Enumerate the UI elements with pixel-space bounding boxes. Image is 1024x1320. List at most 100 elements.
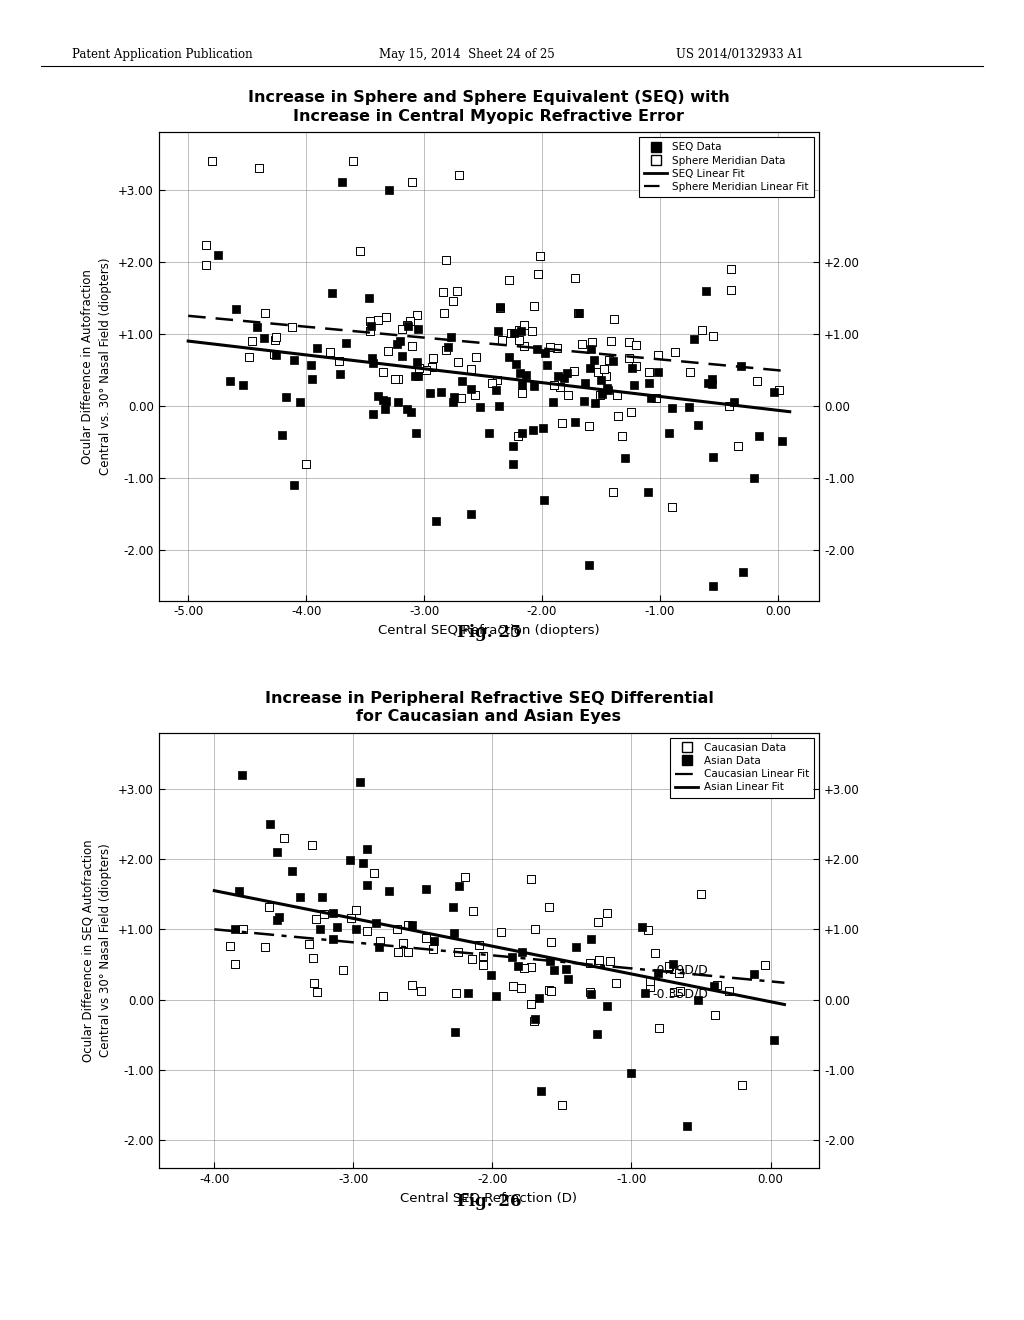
Point	[589, 1023, 605, 1044]
Point	[261, 896, 278, 917]
Point	[623, 401, 639, 422]
Point	[474, 954, 490, 975]
Point	[492, 297, 508, 318]
Point	[366, 862, 382, 883]
Point	[721, 981, 737, 1002]
Point	[591, 949, 607, 970]
Point	[537, 343, 553, 364]
Point	[590, 912, 606, 933]
Point	[198, 235, 214, 256]
Point	[546, 960, 562, 981]
Point	[566, 360, 583, 381]
Point	[624, 1063, 640, 1084]
Point	[554, 413, 570, 434]
Point	[587, 393, 603, 414]
Point	[578, 372, 594, 393]
Point	[494, 330, 510, 351]
Point	[637, 982, 653, 1003]
Point	[390, 368, 407, 389]
Point	[378, 391, 394, 412]
Point	[508, 352, 524, 374]
Point	[504, 946, 520, 968]
Point	[532, 246, 549, 267]
Point	[426, 931, 442, 952]
Point	[378, 306, 394, 327]
Point	[513, 978, 529, 999]
Point	[511, 330, 527, 351]
Point	[510, 956, 526, 977]
Point	[566, 268, 583, 289]
Point	[402, 401, 419, 422]
Point	[530, 987, 547, 1008]
Point	[326, 928, 342, 949]
Point	[723, 259, 739, 280]
Point	[526, 375, 543, 396]
Point	[443, 326, 460, 347]
Point	[335, 960, 351, 981]
Point	[567, 412, 584, 433]
Point	[394, 933, 411, 954]
Point	[370, 385, 386, 407]
Point	[471, 935, 487, 956]
Point	[583, 338, 599, 359]
Point	[268, 841, 285, 862]
Point	[584, 331, 600, 352]
Point	[444, 896, 461, 917]
Point	[292, 886, 308, 907]
Point	[501, 269, 517, 290]
Point	[241, 346, 257, 367]
Point	[355, 851, 372, 873]
Point	[198, 255, 214, 276]
Point	[298, 453, 314, 474]
Point	[523, 956, 540, 977]
Point	[292, 392, 308, 413]
Point	[605, 309, 622, 330]
Point	[545, 392, 561, 413]
Point	[418, 927, 434, 948]
Point	[707, 975, 723, 997]
Point	[515, 335, 531, 356]
Point	[314, 887, 331, 908]
Point	[647, 942, 664, 964]
Point	[332, 363, 348, 384]
Text: -0.19D/D: -0.19D/D	[652, 964, 708, 977]
Point	[361, 310, 378, 331]
Point	[227, 954, 244, 975]
Point	[730, 436, 746, 457]
Point	[511, 363, 527, 384]
Point	[227, 298, 244, 319]
Point	[642, 972, 658, 993]
Point	[765, 381, 781, 403]
Point	[665, 953, 681, 974]
Point	[236, 919, 252, 940]
Point	[689, 989, 706, 1010]
Point	[706, 326, 722, 347]
Point	[303, 355, 319, 376]
Point	[230, 880, 247, 902]
Point	[492, 297, 508, 318]
Point	[599, 995, 615, 1016]
Legend: Caucasian Data, Asian Data, Caucasian Linear Fit, Asian Linear Fit: Caucasian Data, Asian Data, Caucasian Li…	[670, 738, 814, 797]
Point	[404, 172, 421, 193]
Point	[514, 942, 530, 964]
Point	[705, 576, 721, 597]
Point	[221, 936, 238, 957]
Point	[428, 511, 444, 532]
Point	[381, 880, 397, 902]
Point	[541, 979, 557, 1001]
Point	[542, 950, 558, 972]
Point	[708, 1005, 724, 1026]
Point	[609, 384, 626, 405]
Point	[488, 985, 505, 1006]
Point	[603, 331, 620, 352]
Text: -0.35D/D: -0.35D/D	[652, 987, 709, 1001]
Point	[590, 362, 606, 383]
Point	[560, 384, 577, 405]
Point	[257, 302, 273, 323]
Point	[365, 352, 381, 374]
Point	[468, 347, 484, 368]
Point	[503, 322, 519, 343]
Point	[380, 341, 396, 362]
Point	[621, 347, 637, 368]
Point	[347, 899, 364, 920]
